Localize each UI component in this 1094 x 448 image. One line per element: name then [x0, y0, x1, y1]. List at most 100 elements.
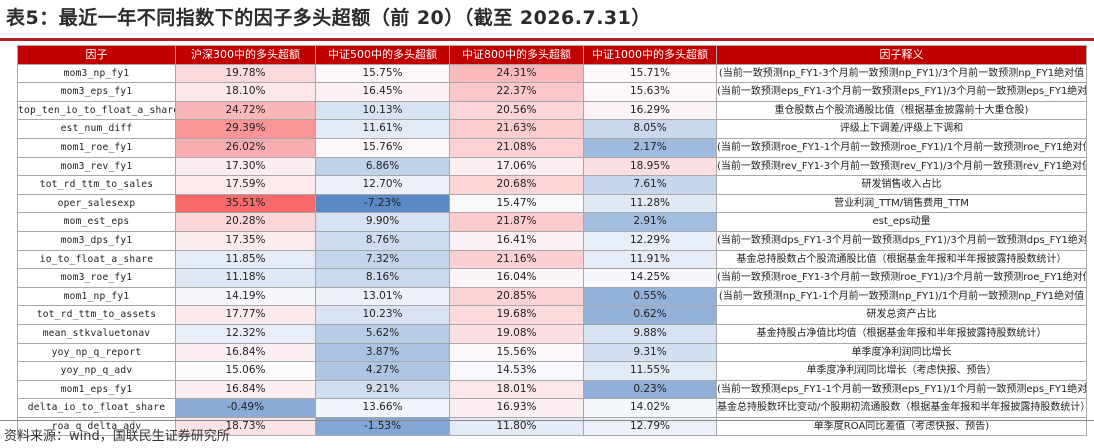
factor-name: tot_rd_ttm_to_assets: [17, 305, 176, 325]
value-zz500: 15.76%: [315, 137, 450, 158]
factor-description: 基金持股占净值比均值（根据基金年报和半年报披露持股数统计）: [716, 323, 1087, 344]
factor-description: 单季度净利润同比增长（考虑快报、预告）: [716, 361, 1087, 381]
value-hs300: 14.19%: [175, 286, 316, 307]
factor-name: roa_q_delta_adv: [17, 416, 176, 437]
factor-description: 基金总持股数环比变动/个股期初流通股数（根据基金年报和半年报披露持股数统计）: [716, 398, 1087, 418]
header-factor: 因子: [17, 45, 176, 65]
table-row: oper_salesexp 35.51% -7.23% 15.47% 11.28% 营业利…: [17, 193, 1087, 214]
value-zz800: 21.63%: [449, 119, 584, 139]
value-zz500: 7.32%: [315, 249, 450, 270]
header-description: 因子释义: [716, 45, 1087, 65]
factor-name: est_num_diff: [17, 119, 176, 139]
table-row: yoy_np_q_adv 15.06% 4.27% 14.53% 11.55% 单季度净利…: [17, 361, 1087, 381]
factor-description: (当前一致预测dps_FY1-3个月前一致预测dps_FY1)/3个月前一致预测…: [716, 230, 1087, 251]
factor-name: yoy_np_q_report: [17, 342, 176, 363]
value-zz1000: 11.55%: [583, 361, 717, 381]
value-zz800: 16.93%: [449, 398, 584, 418]
factor-name: mom3_np_fy1: [17, 63, 176, 84]
table-row: mom3_dps_fy1 17.35% 8.76% 16.41% 12.29% (当前一致…: [17, 230, 1087, 251]
factor-name: mom1_roe_fy1: [17, 137, 176, 158]
value-hs300: 35.51%: [175, 193, 316, 214]
value-zz1000: 0.55%: [583, 286, 717, 307]
value-zz1000: 2.17%: [583, 137, 717, 158]
factor-description: 评级上下调差/评级上下调和: [716, 119, 1087, 139]
value-hs300: 16.84%: [175, 379, 316, 400]
value-zz1000: 14.25%: [583, 268, 717, 288]
value-zz800: 15.56%: [449, 342, 584, 363]
header-row: 因子 沪深300中的多头超额 中证500中的多头超额 中证800中的多头超额 中…: [17, 45, 1087, 65]
value-zz1000: 2.91%: [583, 212, 717, 232]
value-hs300: 17.30%: [175, 156, 316, 177]
factor-name: tot_rd_ttm_to_sales: [17, 175, 176, 195]
factor-name: mean_stkvaluetonav: [17, 323, 176, 344]
value-hs300: 18.73%: [175, 416, 316, 437]
table-row: mom_est_eps 20.28% 9.90% 21.87% 2.91% est_eps…: [17, 212, 1087, 232]
source-note: 资料来源：wind，国联民生证券研究所: [4, 429, 230, 444]
value-hs300: 18.10%: [175, 82, 316, 102]
factor-description: est_eps动量: [716, 212, 1087, 232]
factor-description: 重仓股数占个股流通股比值（根据基金披露前十大重仓股): [716, 100, 1087, 121]
value-zz800: 21.08%: [449, 137, 584, 158]
value-zz800: 14.53%: [449, 361, 584, 381]
value-zz1000: 9.31%: [583, 342, 717, 363]
factor-description: (当前一致预测rev_FY1-3个月前一致预测rev_FY1)/3个月前一致预测…: [716, 156, 1087, 177]
value-zz500: -7.23%: [315, 193, 450, 214]
factor-name: mom3_rev_fy1: [17, 156, 176, 177]
value-hs300: 15.06%: [175, 361, 316, 381]
value-zz800: 22.37%: [449, 82, 584, 102]
value-zz800: 11.80%: [449, 416, 584, 437]
value-zz500: 13.01%: [315, 286, 450, 307]
value-zz800: 19.68%: [449, 305, 584, 325]
table-row: mean_stkvaluetonav 12.32% 5.62% 19.08% 9.88%…: [17, 323, 1087, 344]
header-zz800: 中证800中的多头超额: [449, 45, 584, 65]
value-hs300: 29.39%: [175, 119, 316, 139]
value-zz800: 16.41%: [449, 230, 584, 251]
value-zz500: 5.62%: [315, 323, 450, 344]
value-zz1000: 8.05%: [583, 119, 717, 139]
value-zz1000: 15.71%: [583, 63, 717, 84]
value-hs300: 12.32%: [175, 323, 316, 344]
factor-description: (当前一致预测eps_FY1-3个月前一致预测eps_FY1)/3个月前一致预测…: [716, 82, 1087, 102]
value-zz800: 20.56%: [449, 100, 584, 121]
factor-name: mom3_dps_fy1: [17, 230, 176, 251]
value-zz1000: 11.91%: [583, 249, 717, 270]
table-title: 表5：最近一年不同指数下的因子多头超额（前 20）（截至 2026.7.31）: [6, 7, 651, 29]
factor-name: mom3_roe_fy1: [17, 268, 176, 288]
value-hs300: 11.85%: [175, 249, 316, 270]
factor-table: 因子 沪深300中的多头超额 中证500中的多头超额 中证800中的多头超额 中…: [17, 45, 1087, 437]
table-row: top_ten_io_to_float_a_share 24.72% 10.13% 2…: [17, 100, 1087, 121]
value-zz500: 12.70%: [315, 175, 450, 195]
value-zz500: 13.66%: [315, 398, 450, 418]
factor-name: oper_salesexp: [17, 193, 176, 214]
table-row: mom3_np_fy1 19.78% 15.75% 24.31% 15.71% (当前一致…: [17, 63, 1087, 84]
value-zz800: 17.06%: [449, 156, 584, 177]
value-zz500: 8.76%: [315, 230, 450, 251]
factor-name: io_to_float_a_share: [17, 249, 176, 270]
value-hs300: 24.72%: [175, 100, 316, 121]
factor-description: (当前一致预测eps_FY1-1个月前一致预测eps_FY1)/1个月前一致预测…: [716, 379, 1087, 400]
value-zz800: 24.31%: [449, 63, 584, 84]
factor-name: mom3_eps_fy1: [17, 82, 176, 102]
value-zz800: 21.87%: [449, 212, 584, 232]
value-zz800: 16.04%: [449, 268, 584, 288]
table-row: mom3_rev_fy1 17.30% 6.86% 17.06% 18.95% (当前一致…: [17, 156, 1087, 177]
value-hs300: 11.18%: [175, 268, 316, 288]
value-zz500: 4.27%: [315, 361, 450, 381]
value-hs300: 16.84%: [175, 342, 316, 363]
header-zz1000: 中证1000中的多头超额: [583, 45, 717, 65]
table-row: mom3_eps_fy1 18.10% 16.45% 22.37% 15.63% (当前一…: [17, 82, 1087, 102]
value-zz500: 9.90%: [315, 212, 450, 232]
value-zz800: 19.08%: [449, 323, 584, 344]
table-row: tot_rd_ttm_to_sales 17.59% 12.70% 20.68% 7.6…: [17, 175, 1087, 195]
title-rule: [0, 38, 1094, 41]
value-zz500: 6.86%: [315, 156, 450, 177]
factor-description: 单季度ROA同比差值（考虑快报、预告): [716, 416, 1087, 437]
value-zz500: 3.87%: [315, 342, 450, 363]
value-zz800: 20.68%: [449, 175, 584, 195]
factor-description: 研发总资产占比: [716, 305, 1087, 325]
value-zz1000: 18.95%: [583, 156, 717, 177]
value-hs300: 17.59%: [175, 175, 316, 195]
value-zz500: 9.21%: [315, 379, 450, 400]
factor-name: delta_io_to_float_share: [17, 398, 176, 418]
value-zz800: 18.01%: [449, 379, 584, 400]
